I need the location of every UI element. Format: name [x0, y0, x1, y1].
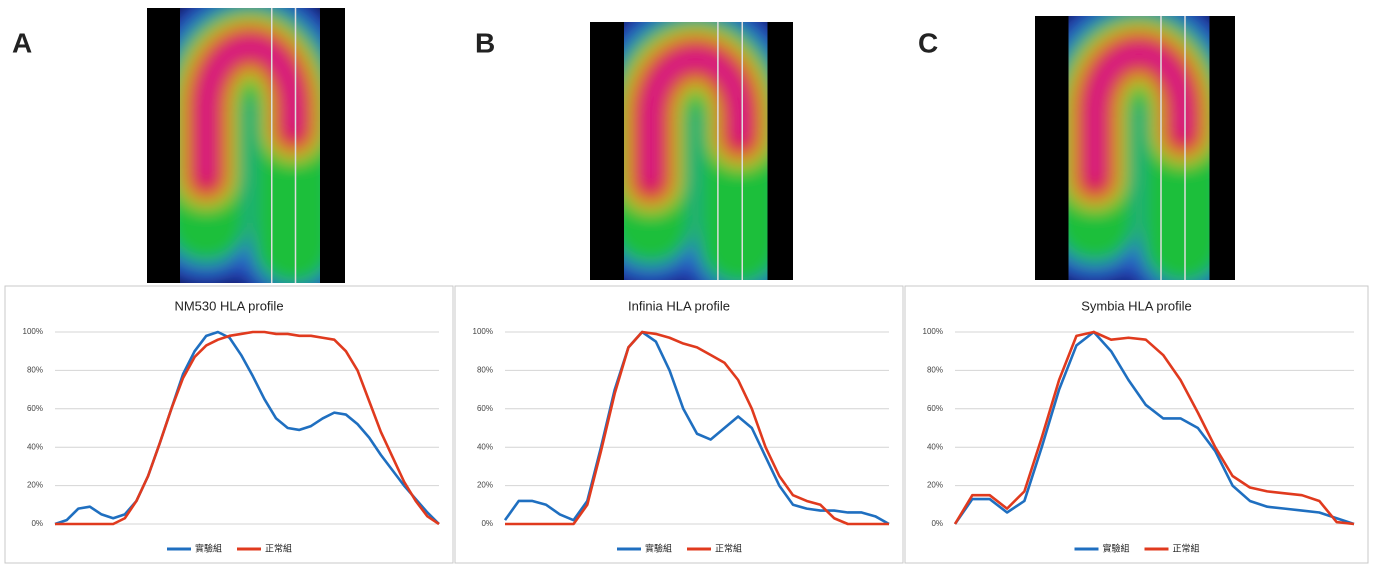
legend-label: 正常組	[265, 542, 292, 553]
y-tick-label: 60%	[927, 404, 943, 413]
panel-label: C	[918, 27, 938, 58]
heatmap-blur	[147, 8, 345, 283]
heatmap-content	[147, 8, 345, 283]
y-tick-label: 20%	[477, 481, 493, 490]
chart-title: Infinia HLA profile	[628, 298, 730, 313]
legend-label: 正常組	[1173, 542, 1200, 553]
data-line	[953, 330, 1355, 526]
legend-label: 實驗組	[645, 542, 672, 553]
y-tick-label: 80%	[927, 366, 943, 375]
heatmap-content	[590, 22, 793, 280]
chart-panel: Symbia HLA profile 0% 20% 40% 60% 80% 100% 實驗組 正…	[904, 285, 1369, 564]
heatmap-image	[1035, 16, 1235, 280]
panel-label: A	[12, 27, 32, 58]
data-line	[505, 330, 889, 526]
y-tick-label: 60%	[27, 404, 43, 413]
chart-frame	[904, 285, 1369, 564]
chart-title: Symbia HLA profile	[1081, 298, 1192, 313]
y-tick-label: 20%	[27, 481, 43, 490]
chart-panel: Infinia HLA profile 0% 20% 40% 60% 80% 100% 實驗組…	[454, 285, 904, 564]
y-tick-label: 0%	[31, 519, 43, 528]
heatmap-image	[590, 22, 793, 280]
heatmap-blur	[590, 22, 793, 280]
legend-label: 正常組	[715, 542, 742, 553]
y-tick-label: 40%	[27, 442, 43, 451]
data-line	[55, 330, 440, 526]
heat-band	[1088, 46, 1190, 187]
chart-frame	[454, 285, 904, 564]
y-tick-label: 0%	[931, 519, 943, 528]
legend-label: 實驗組	[1103, 542, 1130, 553]
y-tick-label: 100%	[923, 327, 943, 336]
chart-title: NM530 HLA profile	[174, 298, 283, 313]
heatmap-blur	[1035, 16, 1235, 280]
y-tick-label: 40%	[927, 442, 943, 451]
heatmap-content	[1035, 16, 1235, 280]
y-tick-label: 40%	[477, 442, 493, 451]
y-tick-label: 100%	[473, 327, 493, 336]
y-tick-label: 80%	[27, 366, 43, 375]
y-tick-label: 60%	[477, 404, 493, 413]
y-tick-label: 0%	[481, 519, 493, 528]
chart-frame	[4, 285, 454, 564]
y-tick-label: 100%	[23, 327, 43, 336]
chart-panel: NM530 HLA profile 0% 20% 40% 60% 80% 100% 實驗組 正常…	[4, 285, 454, 564]
data-line	[54, 330, 440, 526]
panel-label: B	[475, 27, 495, 58]
y-tick-label: 80%	[477, 366, 493, 375]
heat-band	[643, 51, 748, 190]
y-tick-label: 20%	[927, 481, 943, 490]
legend-label: 實驗組	[195, 542, 222, 553]
heatmap-image	[147, 8, 345, 283]
heat-band	[199, 39, 301, 186]
data-line	[953, 330, 1355, 526]
